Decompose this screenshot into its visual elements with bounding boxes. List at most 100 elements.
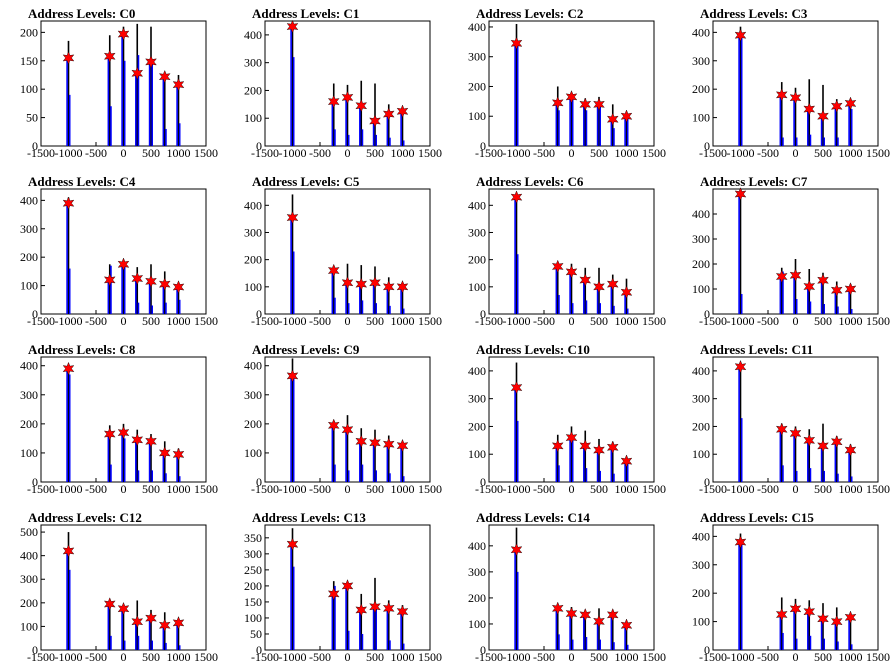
star-marker [803,604,816,619]
star-marker [579,439,592,453]
star-marker [830,99,843,113]
x-tick-label: -1000 [279,650,307,664]
star-marker [620,618,633,633]
star-marker [620,109,633,123]
y-tick-label: 400 [244,198,262,212]
chart-title: Address Levels: C7 [700,174,808,189]
star-marker [817,273,829,287]
y-tick-label: 100 [692,111,710,125]
y-tick-label: 0 [480,307,486,321]
star-marker [355,603,368,617]
x-tick-label: 1000 [839,146,863,160]
star-marker [103,49,116,63]
chart-svg: Address Levels: C0 0 50 100 150 200 -1500 -1000… [20,6,218,160]
y-tick-label: 400 [20,193,38,207]
y-tick-label: 0 [32,139,38,153]
y-tick-label: 150 [20,54,38,68]
star-marker [830,434,843,449]
x-tick-label: 0 [121,314,127,328]
star-marker [593,443,605,457]
x-tick-label: 1000 [167,482,191,496]
x-tick-label: 500 [142,146,160,160]
x-tick-label: -1000 [279,146,307,160]
star-marker [341,276,354,290]
y-tick-label: 200 [692,586,710,600]
star-marker [789,268,802,282]
chart-svg: Address Levels: C3 0 100 200 300 400 -1500 -100… [692,6,890,160]
x-tick-label: -500 [85,650,107,664]
y-tick-label: 300 [244,56,262,70]
x-tick-label: 1500 [642,314,666,328]
x-tick-label: 500 [814,314,832,328]
chart-svg: Address Levels: C15 0 100 200 300 400 -1500 -10… [692,510,890,664]
star-marker [606,112,619,126]
x-tick-label: 1000 [167,146,191,160]
star-marker [172,280,185,294]
y-tick-label: 300 [692,558,710,572]
chart-title: Address Levels: C15 [700,510,814,525]
star-marker [327,587,340,601]
star-marker [369,276,381,290]
chart-svg: Address Levels: C5 0 100 200 300 400 -1500 -100… [244,174,442,328]
y-tick-label: 100 [20,279,38,293]
chart-svg: Address Levels: C8 0 100 200 300 400 -1500 -100… [20,342,218,496]
star-marker [117,257,130,272]
star-marker [382,280,395,294]
star-marker [131,271,144,286]
x-tick-label: 500 [590,482,608,496]
star-marker [382,437,395,451]
star-marker [510,36,523,51]
star-marker [565,90,578,104]
star-marker [131,614,144,629]
star-marker [830,283,843,297]
y-tick-label: 250 [244,563,262,577]
y-tick-label: 300 [244,225,262,239]
star-marker [62,51,75,65]
x-tick-label: 0 [793,650,799,664]
y-tick-label: 200 [692,419,710,433]
chart-panel: Address Levels: C4 0 100 200 300 400 -1500 -100… [0,168,224,336]
star-marker [734,535,747,549]
x-tick-label: 1000 [615,482,639,496]
x-tick-label: 0 [121,482,127,496]
y-tick-label: 400 [244,359,262,373]
y-tick-label: 200 [244,253,262,267]
y-tick-label: 100 [20,446,38,460]
y-tick-label: 100 [692,447,710,461]
y-tick-label: 200 [692,257,710,271]
y-tick-label: 300 [468,392,486,406]
y-tick-label: 300 [20,572,38,586]
chart-title: Address Levels: C13 [252,510,366,525]
star-marker [565,430,578,445]
y-tick-label: 100 [692,282,710,296]
star-marker [789,602,802,616]
star-marker [62,196,75,210]
x-tick-label: 1000 [391,482,415,496]
y-tick-label: 400 [468,20,486,34]
y-tick-label: 100 [20,619,38,633]
x-tick-label: -1000 [55,482,83,496]
star-marker [286,210,299,225]
chart-title: Address Levels: C2 [476,6,583,21]
star-marker [369,599,381,614]
star-marker [327,263,340,278]
x-tick-label: -500 [757,146,779,160]
chart-panel: Address Levels: C9 0 100 200 300 400 -1500 -100… [224,336,448,504]
star-marker [551,601,564,616]
x-tick-label: -1000 [503,314,531,328]
star-marker [145,274,157,289]
x-tick-label: -1000 [503,650,531,664]
x-tick-label: 1500 [194,650,218,664]
star-marker [775,88,788,102]
y-tick-label: 200 [692,82,710,96]
chart-title: Address Levels: C12 [28,510,142,525]
x-tick-label: -500 [309,146,331,160]
star-marker [131,66,144,81]
x-tick-label: -1500 [475,482,503,496]
x-tick-label: 500 [814,650,832,664]
y-tick-label: 150 [244,595,262,609]
star-marker [103,427,116,441]
x-tick-label: 500 [366,650,384,664]
star-marker [789,426,802,441]
y-tick-label: 200 [20,250,38,264]
